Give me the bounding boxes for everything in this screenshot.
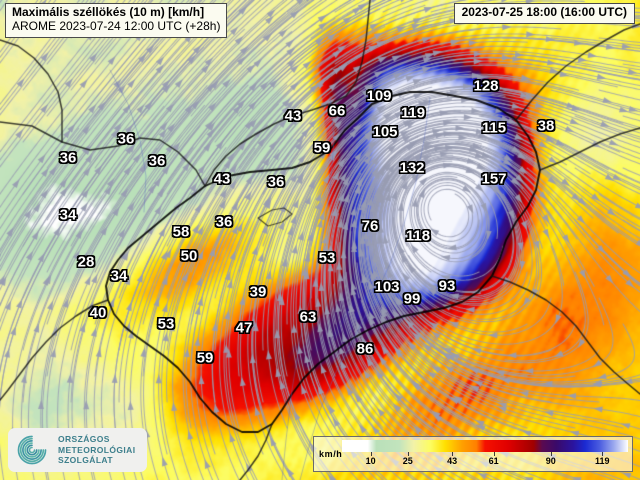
map-title-primary: Maximális széllökés (10 m) [km/h]: [12, 5, 205, 19]
colorbar-tick-label: 43: [447, 456, 458, 466]
colorbar-unit-label: km/h: [319, 449, 343, 459]
valid-timestamp-badge: 2023-07-25 18:00 (16:00 UTC): [453, 3, 635, 24]
map-title-model: AROME 2023-07-24 12:00 UTC (+28h): [12, 18, 221, 33]
omsz-logo: Országos Meteorológiai Szolgálat: [8, 428, 148, 472]
colorbar-tick: [602, 452, 604, 456]
colorbar-tick: [493, 452, 495, 456]
colorbar-tick-label: 90: [545, 456, 556, 466]
colorbar-gradient: [342, 440, 628, 452]
map-title-box: Maximális széllökés (10 m) [km/h] AROME …: [5, 3, 228, 38]
logo-line-1: Országos: [58, 433, 110, 444]
colorbar-tick-label: 10: [365, 456, 376, 466]
colorbar-tick: [407, 452, 409, 456]
spiral-logo-icon: [17, 435, 47, 465]
colorbar-tick-label: 119: [594, 456, 610, 466]
colorbar-tick-label: 25: [402, 456, 413, 466]
logo-line-2: Meteorológiai: [58, 444, 136, 455]
colorbar-tick: [370, 452, 372, 456]
colorbar-tick: [550, 452, 552, 456]
colorbar-tick: [452, 452, 454, 456]
colorbar-tick-label: 61: [488, 456, 499, 466]
omsz-logo-text: Országos Meteorológiai Szolgálat: [58, 434, 135, 467]
logo-line-3: Szolgálat: [58, 455, 113, 466]
colorbar-legend: km/h 10 25 43 61 90 119: [313, 436, 633, 472]
